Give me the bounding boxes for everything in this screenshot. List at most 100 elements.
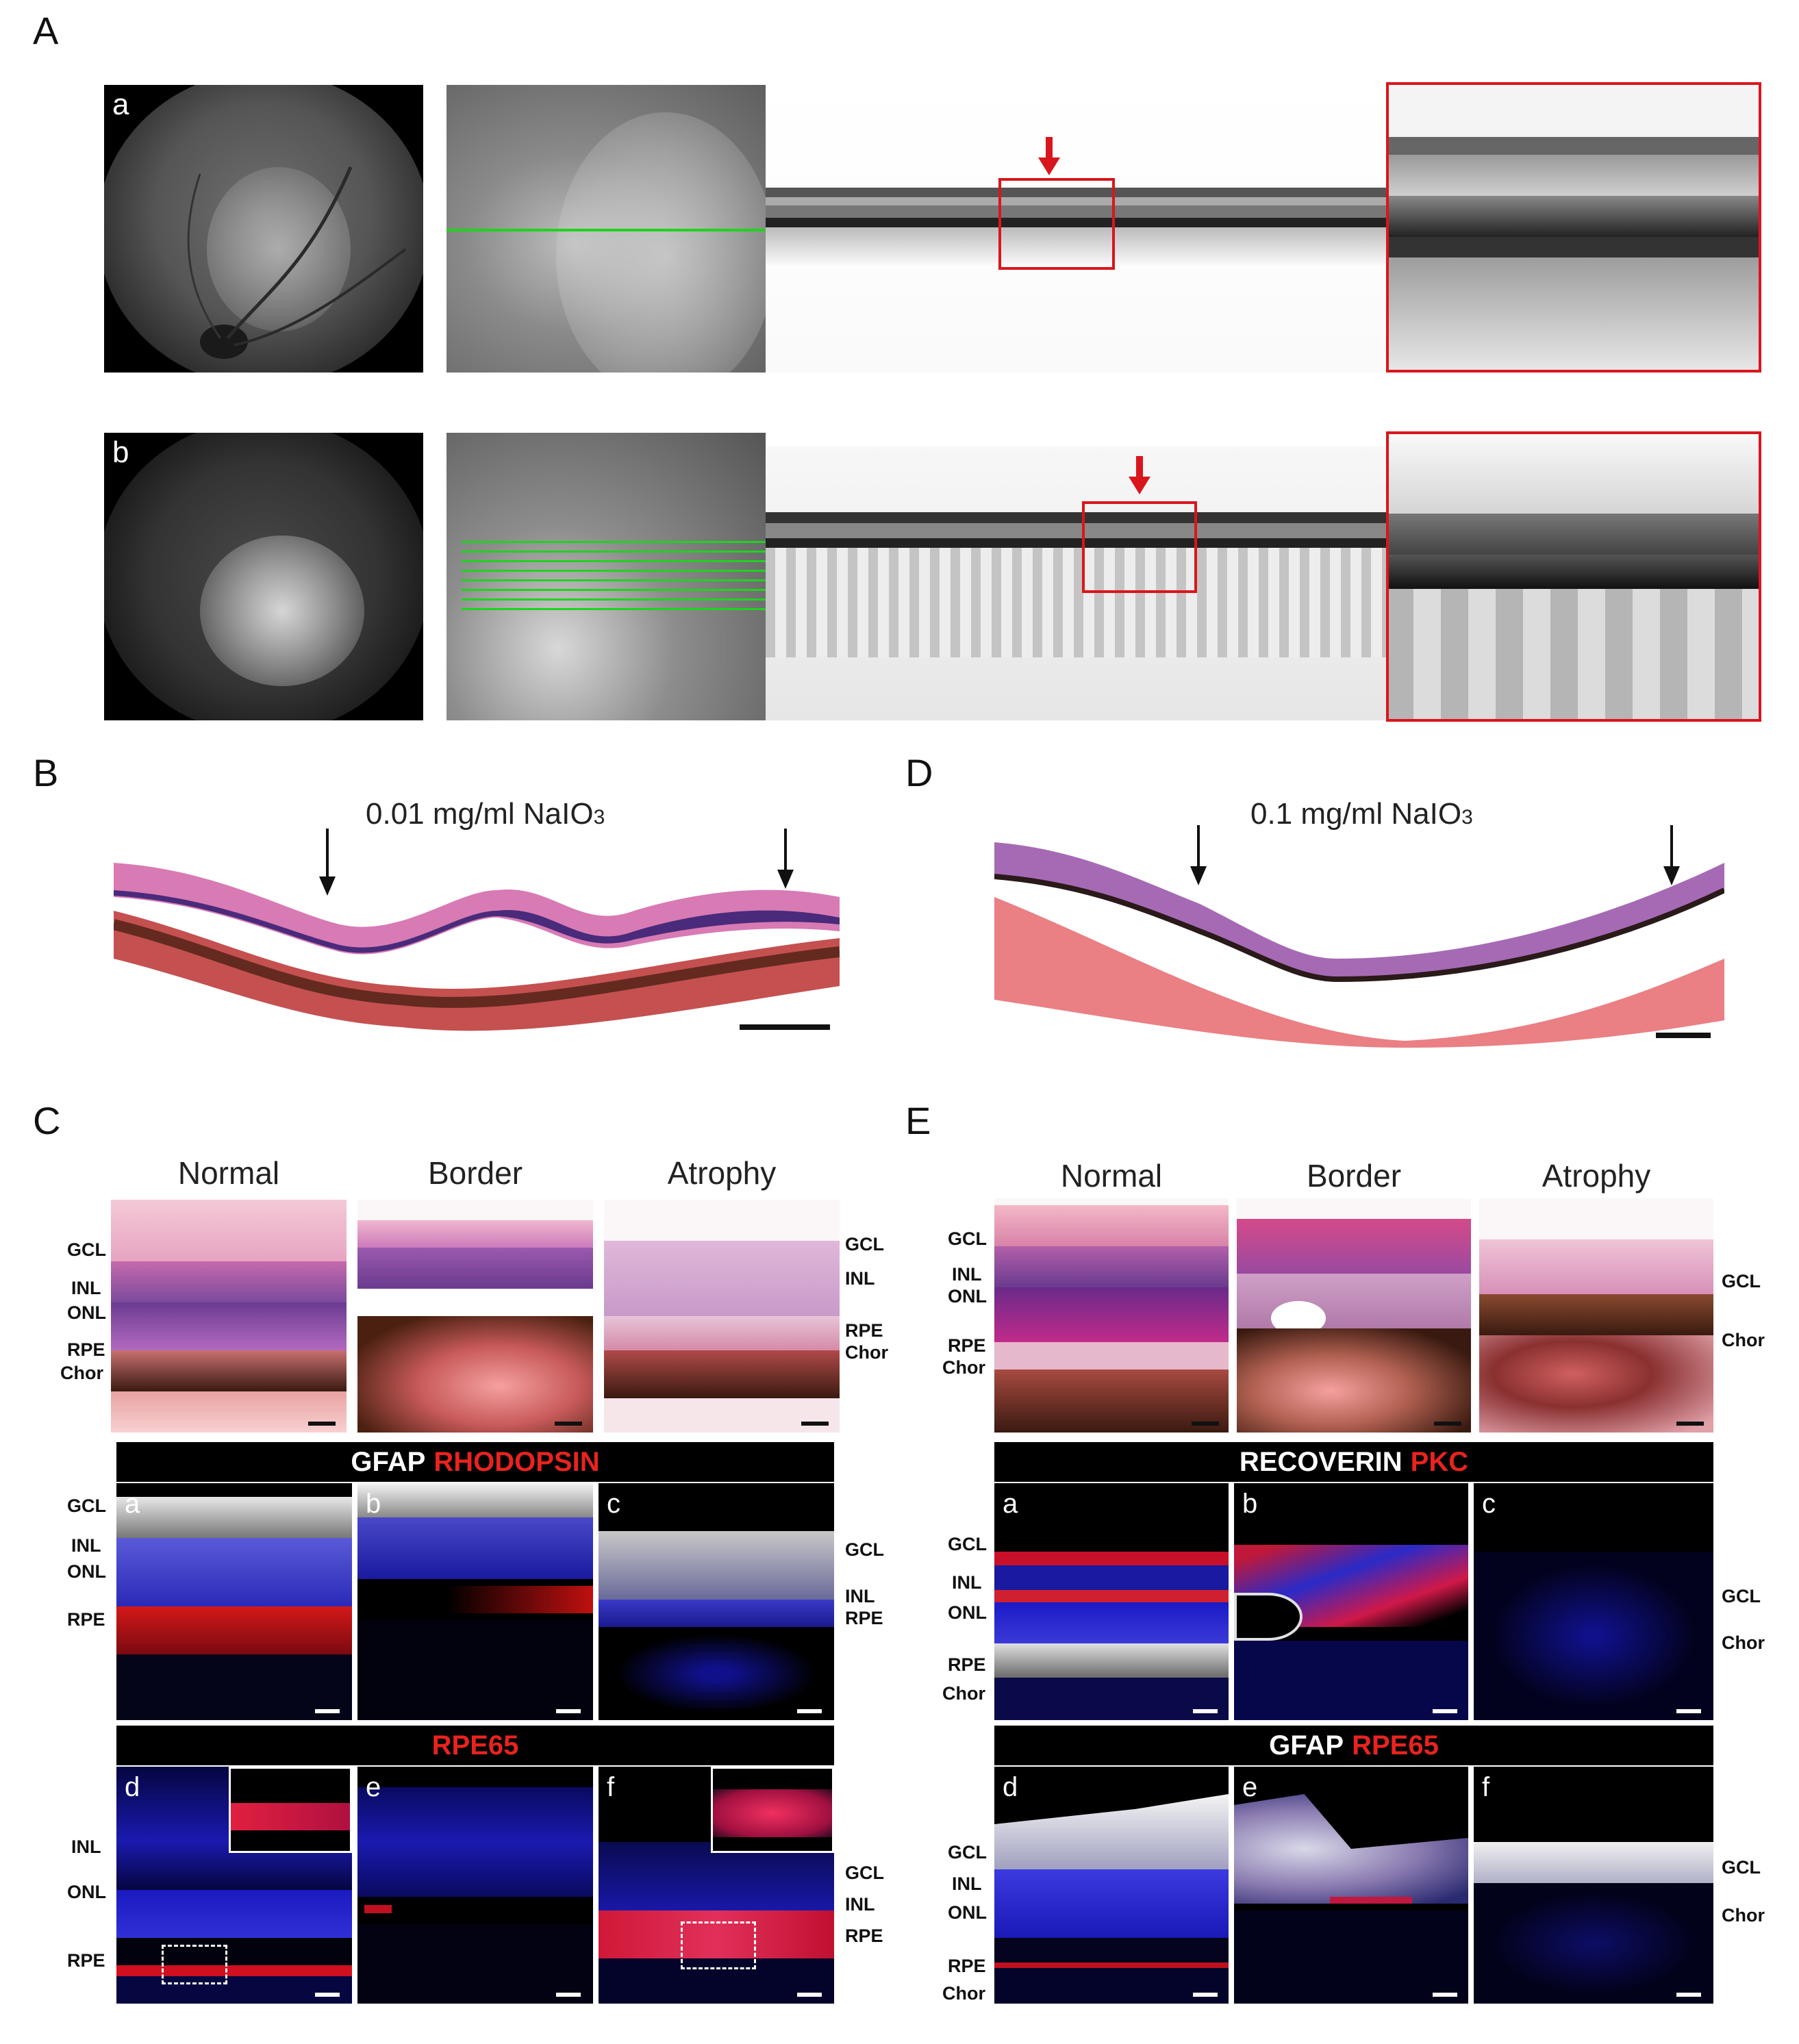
- arrow-D-left: [1190, 825, 1207, 885]
- C-sub-c: c: [607, 1489, 620, 1519]
- E-stain-bar-2: GFAP RPE65: [994, 1726, 1713, 1765]
- C-if1-rlabel-gcl: GCL: [845, 1539, 884, 1560]
- E-if1-label-onl: ONL: [948, 1602, 987, 1623]
- C-if1-label-gcl: GCL: [67, 1496, 106, 1516]
- C-if2-label-inl: INL: [71, 1837, 101, 1857]
- C-he-label-inl: INL: [71, 1278, 101, 1298]
- scan-line-a: [446, 229, 766, 231]
- roi-box-b: [1082, 501, 1197, 593]
- C-he-rlabel-inl: INL: [845, 1268, 875, 1289]
- E-if1-rlabel-chor: Chor: [1722, 1632, 1765, 1653]
- fundus-image-b: b: [104, 433, 423, 720]
- C-if-b: b: [357, 1483, 593, 1720]
- C-sub-d: d: [125, 1772, 140, 1802]
- zoom-frame-b: [1386, 431, 1761, 722]
- C-he-rlabel-rpe: RPE: [845, 1320, 883, 1341]
- C-he-rlabel-gcl: GCL: [845, 1234, 884, 1254]
- C-he-atrophy: [604, 1200, 840, 1433]
- C-roi-f: [681, 1921, 756, 1969]
- E-he-label-rpe: RPE: [948, 1335, 986, 1356]
- arrow-D-right: [1663, 825, 1680, 885]
- E-if2-label-gcl: GCL: [948, 1842, 987, 1863]
- C-he-normal: [111, 1200, 347, 1433]
- C-if-c: c: [599, 1483, 834, 1720]
- ir-image-b: [446, 433, 766, 720]
- C-if-a: a: [116, 1483, 352, 1720]
- E-if2-label-chor: Chor: [942, 1983, 985, 2004]
- C-stain-bar-1: GFAP RHODOPSIN: [116, 1442, 834, 1482]
- vessels-a: [187, 166, 407, 346]
- condition-D: 0.1 mg/ml NaIO3: [1250, 797, 1473, 831]
- C-if2-label-onl: ONL: [67, 1882, 106, 1902]
- arrow-B-right: [777, 829, 794, 889]
- ir-image-a: [446, 85, 766, 373]
- E-if-e: e: [1234, 1767, 1468, 2004]
- arrow-B-left: [319, 829, 336, 896]
- C-col-border: Border: [427, 1155, 523, 1191]
- C-sub-a: a: [125, 1489, 140, 1519]
- E-if1-label-inl: INL: [952, 1572, 982, 1593]
- C-sub-b: b: [366, 1489, 381, 1519]
- C-col-atrophy: Atrophy: [667, 1155, 777, 1191]
- C-if-d: d: [116, 1767, 352, 2004]
- E-if2-label-inl: INL: [952, 1873, 982, 1894]
- C-inset-f: [711, 1767, 834, 1853]
- C-stain-bar-2: RPE65: [116, 1726, 834, 1765]
- E-sub-f: f: [1482, 1772, 1490, 1802]
- E-he-border: [1237, 1198, 1471, 1433]
- C-if2-label-rpe: RPE: [67, 1950, 105, 1971]
- C-he-rlabel-chor: Chor: [845, 1342, 888, 1363]
- E-if2-label-onl: ONL: [948, 1902, 987, 1923]
- E-sub-e: e: [1242, 1772, 1258, 1802]
- C-he-label-rpe: RPE: [67, 1339, 105, 1360]
- C-if2-rlabel-rpe: RPE: [845, 1926, 883, 1946]
- red-arrow-b: [1129, 456, 1150, 494]
- scale-bar-D: [1656, 1033, 1711, 1038]
- C-roi-d: [162, 1945, 227, 1984]
- oct-scan-b: [766, 446, 1399, 720]
- C-he-border: [357, 1200, 593, 1433]
- E-he-rlabel-gcl: GCL: [1722, 1271, 1761, 1291]
- C-sub-f: f: [607, 1772, 615, 1802]
- condition-B: 0.01 mg/ml NaIO3: [366, 797, 605, 831]
- E-stain-bar-1: RECOVERIN PKC: [994, 1442, 1713, 1482]
- roi-box-a: [998, 178, 1115, 270]
- E-sub-a: a: [1003, 1489, 1018, 1519]
- zoom-frame-a: [1386, 82, 1761, 373]
- C-if-e: e: [357, 1767, 593, 2004]
- oct-zoom-b: [1386, 431, 1761, 722]
- E-sub-c: c: [1482, 1489, 1496, 1519]
- E-he-atrophy: [1479, 1198, 1713, 1433]
- C-if1-label-rpe: RPE: [67, 1609, 105, 1630]
- he-section-B: [114, 863, 840, 1031]
- E-he-label-inl: INL: [952, 1264, 982, 1285]
- fundus-image-a: a: [104, 85, 423, 373]
- C-he-label-onl: ONL: [67, 1302, 106, 1323]
- E-he-label-onl: ONL: [948, 1286, 987, 1307]
- C-if1-label-inl: INL: [71, 1535, 101, 1556]
- C-he-label-chor: Chor: [60, 1363, 103, 1383]
- E-if1-rlabel-gcl: GCL: [1722, 1586, 1761, 1606]
- row-label-b: b: [112, 436, 129, 469]
- E-he-label-chor: Chor: [942, 1357, 985, 1378]
- red-arrow-a: [1038, 137, 1060, 175]
- panel-label-A: A: [33, 9, 59, 52]
- E-if1-label-gcl: GCL: [948, 1534, 987, 1554]
- C-if2-rlabel-gcl: GCL: [845, 1863, 884, 1883]
- E-col-atrophy: Atrophy: [1542, 1158, 1651, 1194]
- E-col-normal: Normal: [1060, 1158, 1163, 1194]
- C-if-f: f: [599, 1767, 834, 2004]
- panel-label-E: E: [905, 1099, 931, 1142]
- C-if1-label-onl: ONL: [67, 1561, 106, 1582]
- C-col-normal: Normal: [177, 1155, 280, 1191]
- E-if-a: a: [994, 1483, 1229, 1720]
- E-he-label-gcl: GCL: [948, 1228, 987, 1249]
- E-sub-d: d: [1003, 1772, 1018, 1802]
- E-if-d: d: [994, 1767, 1229, 2004]
- E-he-rlabel-chor: Chor: [1722, 1330, 1765, 1350]
- E-if2-label-rpe: RPE: [948, 1956, 986, 1976]
- C-he-label-gcl: GCL: [67, 1239, 106, 1260]
- oct-zoom-a: [1386, 82, 1761, 373]
- scale-bar-B: [740, 1024, 830, 1030]
- E-if2-rlabel-gcl: GCL: [1722, 1857, 1761, 1878]
